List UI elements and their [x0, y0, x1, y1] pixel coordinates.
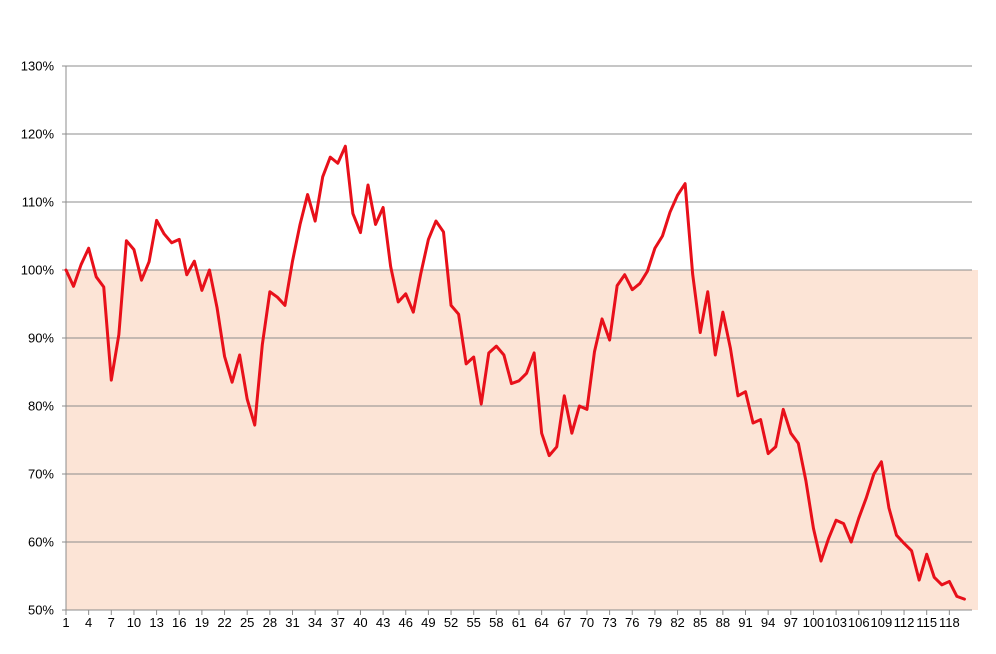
- x-tick-label: 106: [848, 615, 870, 630]
- y-tick-label: 70%: [28, 467, 54, 482]
- x-tick-label: 1: [62, 615, 69, 630]
- y-tick-label: 110%: [22, 195, 55, 210]
- x-tick-label: 31: [285, 615, 299, 630]
- x-tick-label: 37: [331, 615, 345, 630]
- x-tick-label: 82: [670, 615, 684, 630]
- y-tick-label: 130%: [21, 59, 55, 74]
- x-tick-label: 118: [939, 615, 960, 630]
- x-tick-label: 103: [825, 615, 847, 630]
- x-tick-label: 55: [466, 615, 480, 630]
- x-tick-label: 64: [534, 615, 548, 630]
- x-tick-label: 7: [108, 615, 115, 630]
- y-tick-label: 50%: [28, 603, 54, 618]
- x-tick-labels: 1 4 7 10 13 16 19 22 25 28 31 34 37 40 43 46 49 52 55 58 61 6…: [62, 610, 960, 630]
- x-tick-label: 112: [894, 615, 915, 630]
- x-tick-label: 76: [625, 615, 639, 630]
- x-tick-label: 61: [512, 615, 526, 630]
- x-tick-label: 91: [738, 615, 752, 630]
- x-tick-label: 70: [580, 615, 594, 630]
- y-tick-label: 60%: [28, 535, 54, 550]
- x-tick-label: 73: [602, 615, 616, 630]
- x-tick-label: 94: [761, 615, 775, 630]
- series-layer: [64, 144, 966, 601]
- shaded-band: [66, 270, 978, 610]
- x-tick-label: 52: [444, 615, 458, 630]
- y-tick-label: 80%: [28, 399, 54, 414]
- x-tick-label: 13: [149, 615, 163, 630]
- x-tick-label: 46: [399, 615, 413, 630]
- x-tick-label: 88: [716, 615, 730, 630]
- x-tick-label: 115: [916, 615, 937, 630]
- x-tick-label: 97: [784, 615, 798, 630]
- x-tick-label: 85: [693, 615, 707, 630]
- y-tick-label: 100%: [21, 263, 55, 278]
- x-tick-label: 10: [127, 615, 141, 630]
- x-tick-label: 100: [803, 615, 825, 630]
- x-tick-label: 19: [195, 615, 209, 630]
- x-tick-label: 28: [263, 615, 277, 630]
- x-tick-label: 40: [353, 615, 367, 630]
- x-tick-label: 22: [217, 615, 231, 630]
- x-tick-label: 49: [421, 615, 435, 630]
- gridlines: [62, 65, 972, 611]
- x-tick-label: 43: [376, 615, 390, 630]
- x-tick-label: 58: [489, 615, 503, 630]
- shaded-band-layer: [66, 270, 978, 610]
- x-tick-label: 79: [648, 615, 662, 630]
- y-tick-labels: 50% 60% 70% 80% 90% 100% 110% 120% 130%: [21, 59, 55, 618]
- x-tick-label: 16: [172, 615, 186, 630]
- y-tick-label: 90%: [28, 331, 54, 346]
- x-tick-label: 25: [240, 615, 254, 630]
- x-tick-label: 109: [871, 615, 893, 630]
- x-tick-label: 67: [557, 615, 571, 630]
- y-tick-label: 120%: [21, 127, 55, 142]
- x-tick-label: 34: [308, 615, 322, 630]
- series-line: [64, 144, 966, 601]
- x-tick-label: 4: [85, 615, 92, 630]
